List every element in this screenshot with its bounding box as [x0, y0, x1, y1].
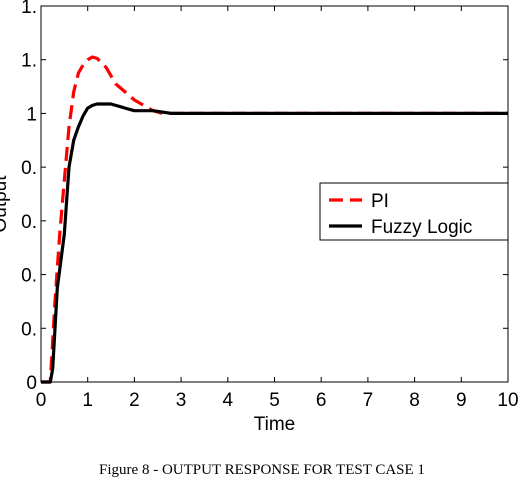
legend-box [319, 182, 509, 241]
x-tick-label: 2 [129, 390, 140, 411]
x-tick-label: 8 [409, 390, 420, 411]
legend-entry-label: PI [371, 191, 389, 212]
x-tick-label: 3 [176, 390, 187, 411]
y-tick-label: 1 [26, 104, 37, 125]
x-tick-label: 5 [269, 390, 280, 411]
x-tick-label: 4 [223, 390, 234, 411]
x-axis-label: Time [254, 414, 296, 435]
x-tick-label: 10 [497, 390, 518, 411]
y-tick-label: 1. [21, 0, 37, 18]
y-tick-label: 0. [21, 266, 37, 287]
legend: PI Fuzzy Logic [319, 182, 509, 241]
x-tick-label: 0 [36, 390, 47, 411]
x-tick-label: 1 [82, 390, 93, 411]
y-tick-label: 0. [21, 212, 37, 233]
figure-caption: Figure 8 - OUTPUT RESPONSE FOR TEST CASE… [99, 462, 425, 478]
y-tick-label: 1. [21, 51, 37, 72]
x-tick-label: 6 [316, 390, 327, 411]
series-line-fuzzy-logic [41, 102, 508, 384]
legend-entry-label: Fuzzy Logic [371, 217, 472, 238]
x-tick-label: 7 [363, 390, 374, 411]
x-tick-label: 9 [456, 390, 467, 411]
y-axis-label: Output [0, 175, 11, 233]
y-tick-label: 0. [21, 319, 37, 340]
y-tick-label: 0 [26, 373, 37, 394]
y-tick-label: 0. [21, 158, 37, 179]
